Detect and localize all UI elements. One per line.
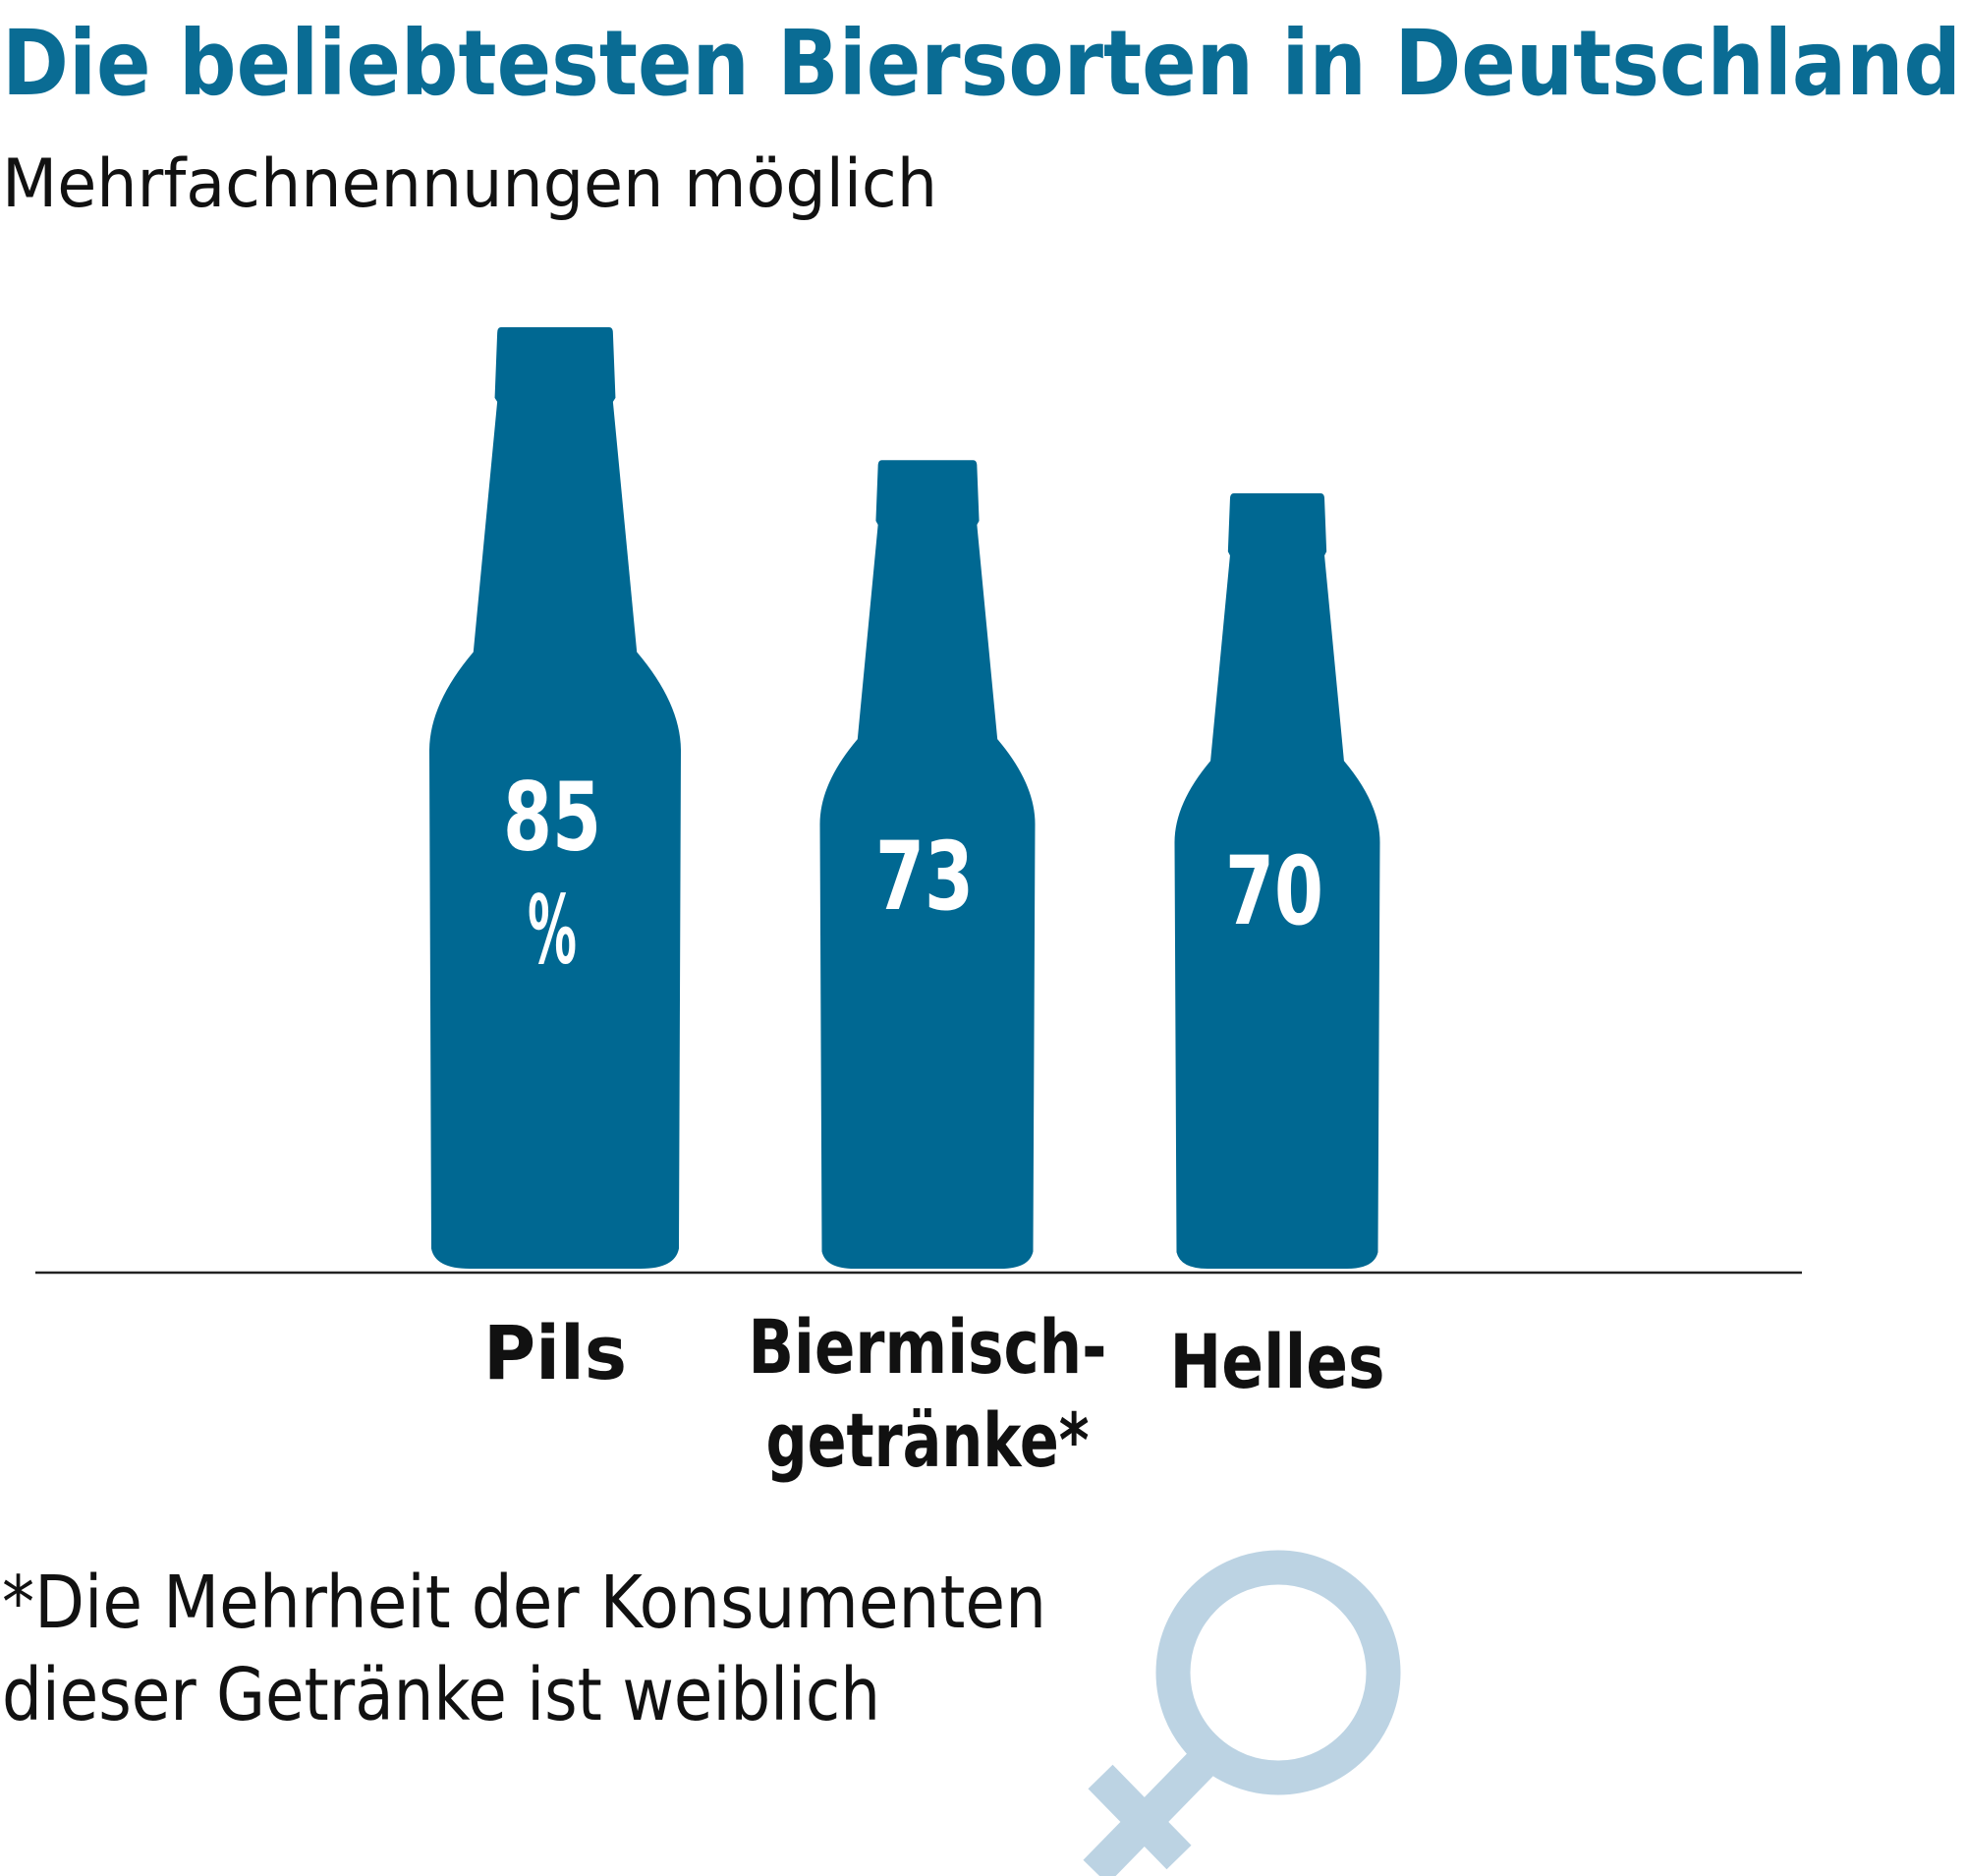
chart-subtitle: Mehrfachnennungen möglich xyxy=(2,145,937,223)
footnote-line-1: *Die Mehrheit der Konsumenten xyxy=(2,1561,1046,1645)
category-labels: Pils Biermisch-getränke* Helles xyxy=(483,1303,1385,1484)
bars: 85% 73 70 xyxy=(429,327,1380,1269)
bar-bottle-1 xyxy=(429,327,681,1269)
data-label-3: 70 xyxy=(1225,836,1323,946)
female-symbol-icon xyxy=(1083,1550,1401,1876)
category-label-2: getränke* xyxy=(766,1396,1090,1484)
data-label-2: 73 xyxy=(875,822,974,932)
bar-bottle-3 xyxy=(1174,493,1380,1269)
chart-title: Die beliebtesten Biersorten in Deutschla… xyxy=(2,11,1961,116)
footnote-line-2: dieser Getränke ist weiblich xyxy=(2,1653,880,1737)
category-label-1: Pils xyxy=(483,1309,627,1396)
data-label-1: % xyxy=(528,876,577,986)
bar-bottle-2 xyxy=(819,460,1036,1269)
data-label-1: 85 xyxy=(503,763,601,873)
category-label-3: Helles xyxy=(1170,1318,1385,1405)
category-label-2: Biermisch- xyxy=(749,1303,1107,1391)
